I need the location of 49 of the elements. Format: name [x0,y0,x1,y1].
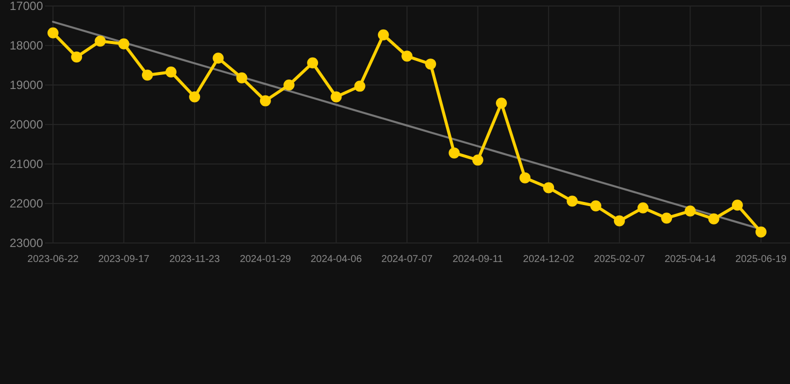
x-tick-label: 2024-01-29 [240,254,292,265]
y-tick-label: 23000 [10,236,44,250]
point [566,196,578,207]
point [661,212,672,224]
point [48,27,58,38]
y-tick-label: 22000 [10,196,44,211]
point [425,58,436,70]
point [284,80,294,90]
point [684,206,696,217]
y-tick-label: 21000 [10,157,44,172]
x-tick-label: 2024-04-06 [310,254,362,265]
point [260,95,271,106]
point [732,200,743,211]
x-tick-label: 2023-11-23 [169,254,220,265]
point [520,172,530,184]
point [142,70,153,81]
point [94,36,106,47]
point [756,226,766,238]
point [472,154,484,166]
point [543,182,554,194]
point [236,72,248,84]
point [189,91,200,102]
x-tick-label: 2024-07-07 [381,254,434,265]
point [614,215,625,226]
point [496,98,507,109]
y-tick-label: 20000 [10,118,44,132]
point [402,50,412,62]
x-tick-label: 2025-06-19 [735,254,788,265]
x-tick-label: 2025-02-07 [594,254,646,265]
point [448,147,460,158]
point [118,38,130,50]
x-tick-label: 2023-06-22 [27,254,80,265]
point [166,66,176,78]
point [307,57,318,68]
point [590,200,602,212]
y-tick-label: 19000 [10,78,44,92]
point [330,91,342,102]
point [708,213,720,224]
x-tick-label: 2024-12-02 [523,254,575,265]
point [71,51,82,62]
point [354,80,366,92]
point [212,52,224,64]
x-tick-label: 2023-09-17 [98,254,150,265]
x-tick-label: 2025-04-14 [664,254,716,265]
point [638,202,648,214]
y-tick-label: 18000 [10,38,44,53]
y-tick-label: 17000 [10,0,44,14]
x-tick-label: 2024-09-11 [452,254,504,265]
point [378,29,389,40]
